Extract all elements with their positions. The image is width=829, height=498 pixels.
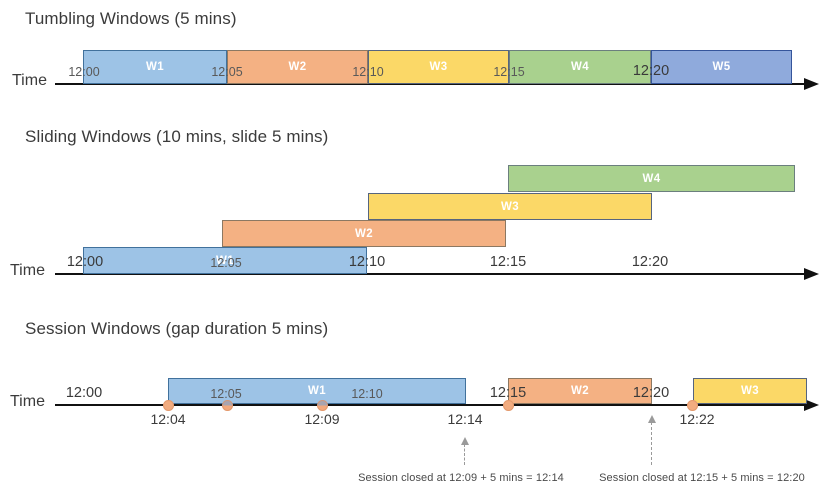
window-box-w3: W3 (693, 378, 807, 404)
window-box-w1: W1 (83, 247, 367, 274)
session-closed-note: Session closed at 12:15 + 5 mins = 12:20 (599, 472, 805, 484)
timeline-arrowhead-icon (804, 78, 819, 90)
time-axis-label: Time (10, 393, 45, 410)
event-dot (686, 399, 698, 411)
axis-tick-label: 12:00 (68, 65, 100, 79)
window-label: W1 (145, 61, 165, 73)
window-label: W4 (642, 172, 661, 185)
timeline-axis (55, 83, 806, 85)
axis-tick-label: 12:00 (66, 254, 104, 270)
axis-tick-label: 12:05 (210, 387, 242, 401)
event-time-label: 12:04 (150, 411, 186, 427)
window-box-w3: W3 (368, 193, 652, 220)
event-dot (162, 399, 174, 411)
window-label: W1 (307, 385, 327, 397)
arrow-dashes (651, 422, 653, 465)
axis-tick-label: 12:10 (348, 254, 386, 270)
timeline-axis (55, 404, 806, 406)
window-box-w4: W4 (509, 50, 651, 84)
section-title: Session Windows (gap duration 5 mins) (25, 319, 329, 338)
event-dot (316, 399, 328, 411)
timeline-arrowhead-icon (804, 268, 819, 280)
time-axis-label: Time (10, 262, 45, 279)
timeline-axis (55, 273, 806, 275)
event-time-label: 12:09 (304, 411, 340, 427)
axis-tick-label: 12:15 (489, 385, 527, 401)
section-title: Sliding Windows (10 mins, slide 5 mins) (25, 127, 329, 146)
event-time-label: 12:22 (679, 411, 715, 427)
window-label: W3 (429, 61, 448, 73)
arrow-dashes (464, 444, 466, 465)
axis-tick-label: 12:20 (632, 385, 670, 401)
axis-tick-label: 12:05 (211, 65, 243, 79)
annotation-arrow-icon (460, 437, 470, 465)
axis-tick-label: 12:00 (65, 385, 103, 401)
window-box-w5: W5 (651, 50, 792, 84)
window-label: W5 (712, 61, 731, 73)
window-box-w2: W2 (227, 50, 368, 84)
window-box-w3: W3 (368, 50, 509, 84)
axis-tick-label: 12:10 (351, 387, 383, 401)
timeline-arrowhead-icon (804, 399, 819, 411)
window-label: W2 (354, 227, 374, 240)
window-label: W3 (740, 385, 760, 397)
section-title: Tumbling Windows (5 mins) (25, 9, 237, 28)
annotation-arrow-icon (647, 415, 657, 465)
window-box-w4: W4 (508, 165, 795, 192)
event-dot (221, 399, 233, 411)
window-label: W2 (570, 385, 590, 397)
axis-tick-label: 12:20 (631, 254, 669, 270)
axis-tick-label: 12:05 (210, 256, 242, 270)
window-label: W2 (288, 61, 307, 73)
window-box-w2: W2 (508, 378, 652, 404)
time-axis-label: Time (12, 72, 47, 89)
session-closed-note: Session closed at 12:09 + 5 mins = 12:14 (358, 472, 564, 484)
event-time-label: 12:14 (447, 411, 483, 427)
window-box-w1: W1 (168, 378, 466, 404)
axis-tick-label: 12:20 (632, 63, 670, 79)
arrowhead-icon (647, 415, 656, 423)
event-dot (502, 399, 514, 411)
axis-tick-label: 12:15 (493, 65, 525, 79)
window-label: W4 (570, 61, 590, 73)
window-label: W3 (500, 200, 520, 213)
axis-tick-label: 12:10 (352, 65, 384, 79)
axis-tick-label: 12:15 (489, 254, 527, 270)
window-box-w1: W1 (83, 50, 227, 84)
window-label: W1 (215, 254, 235, 267)
window-box-w2: W2 (222, 220, 506, 247)
arrowhead-icon (460, 437, 469, 445)
